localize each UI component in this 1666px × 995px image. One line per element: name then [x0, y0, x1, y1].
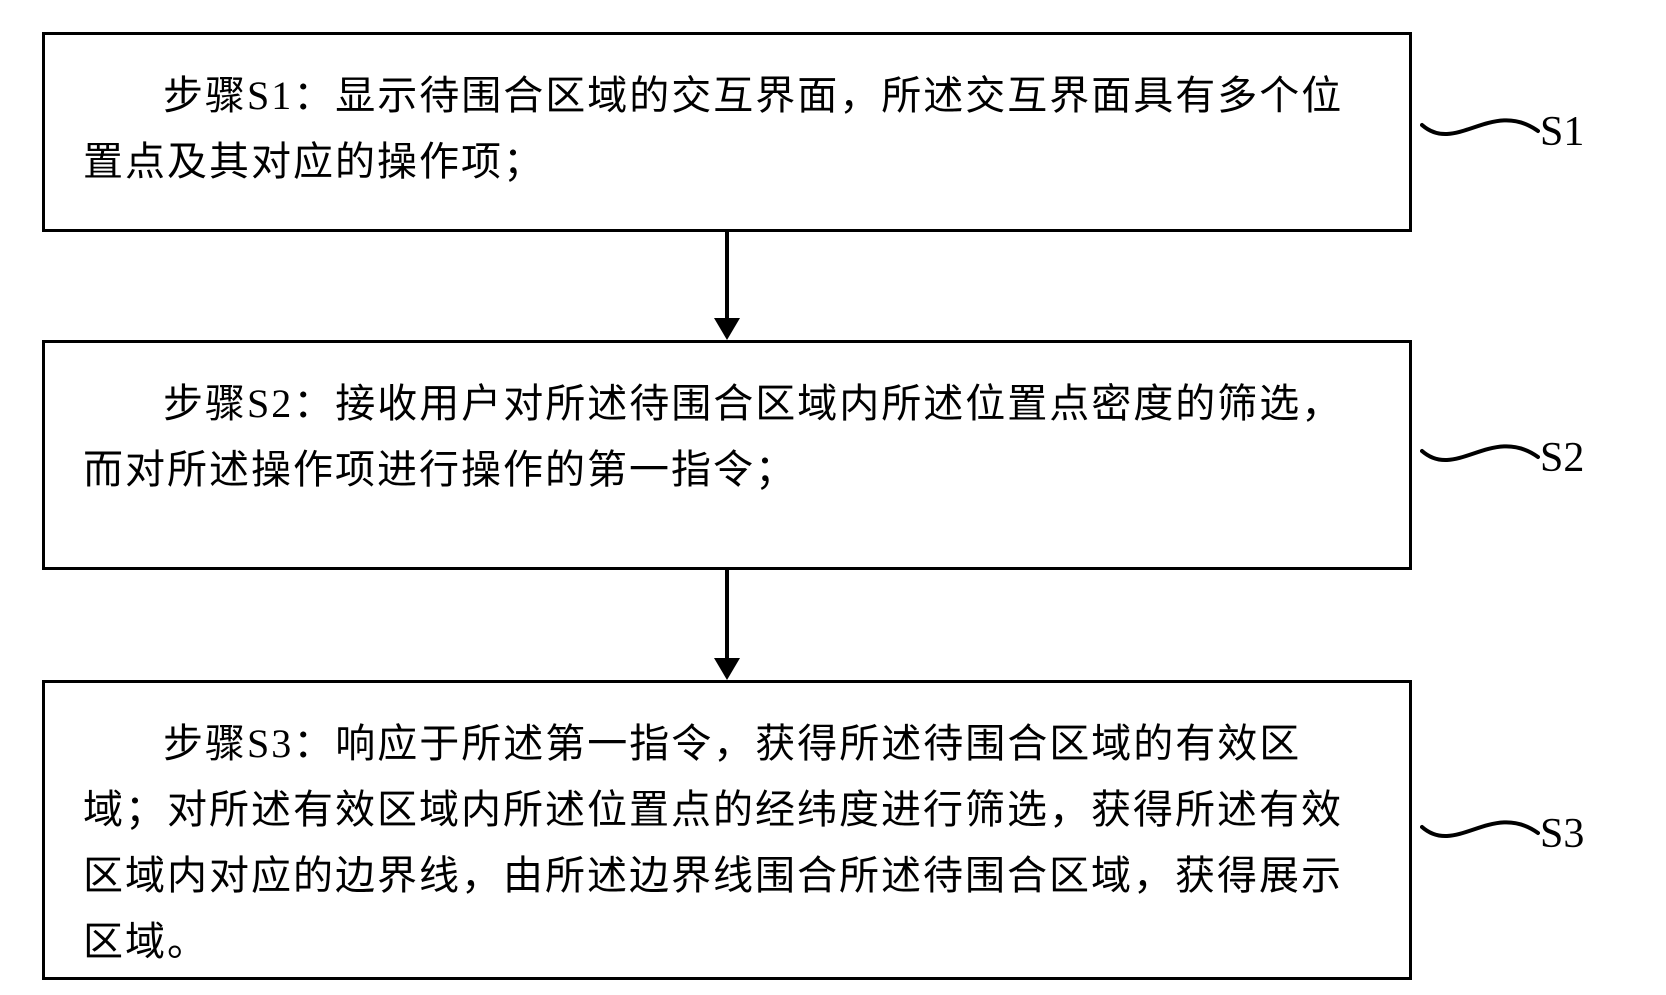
step-label-s3: S3 [1540, 810, 1584, 858]
step-box-s1: 步骤S1：显示待围合区域的交互界面，所述交互界面具有多个位置点及其对应的操作项； [42, 32, 1412, 232]
step-box-s3: 步骤S3：响应于所述第一指令，获得所述待围合区域的有效区域；对所述有效区域内所述… [42, 680, 1412, 980]
step-text-s3: 步骤S3：响应于所述第一指令，获得所述待围合区域的有效区域；对所述有效区域内所述… [83, 711, 1371, 975]
arrow-s2-s3 [710, 570, 744, 680]
step-text-s1: 步骤S1：显示待围合区域的交互界面，所述交互界面具有多个位置点及其对应的操作项； [83, 63, 1371, 195]
step-label-s1: S1 [1540, 108, 1584, 156]
step-text-s2: 步骤S2：接收用户对所述待围合区域内所述位置点密度的筛选，而对所述操作项进行操作… [83, 371, 1371, 503]
brace-s2 [1420, 424, 1540, 484]
step-box-s2: 步骤S2：接收用户对所述待围合区域内所述位置点密度的筛选，而对所述操作项进行操作… [42, 340, 1412, 570]
arrow-s1-s2 [710, 232, 744, 340]
brace-s1 [1420, 98, 1540, 158]
flowchart-canvas: 步骤S1：显示待围合区域的交互界面，所述交互界面具有多个位置点及其对应的操作项；… [0, 0, 1666, 995]
brace-s3 [1420, 800, 1540, 860]
step-label-s2: S2 [1540, 434, 1584, 482]
